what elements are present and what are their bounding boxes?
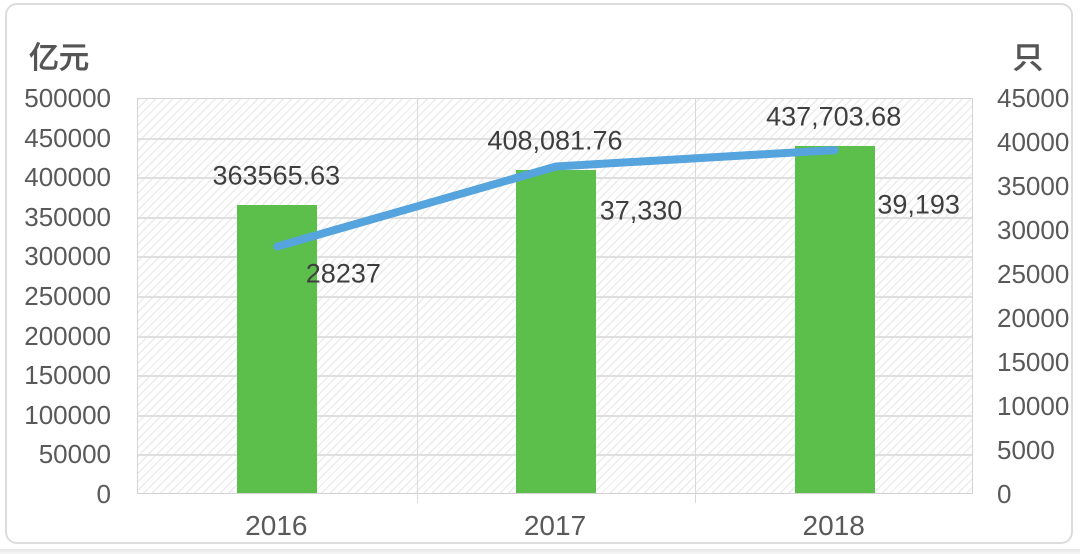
left-axis-tick-label: 500000	[24, 83, 111, 113]
line-data-label: 39,193	[877, 189, 960, 220]
x-axis-tick-label: 2016	[245, 510, 308, 541]
right-axis-tick-label: 20000	[997, 303, 1070, 333]
left-axis-tick-label: 350000	[24, 201, 111, 232]
right-axis-tick-label: 15000	[997, 347, 1070, 377]
left-axis-tick-label: 150000	[24, 360, 111, 391]
right-axis-tick-label: 10000	[997, 391, 1070, 421]
chart-card: 亿元 只 0 50000 100000 150000 200000 250000 30000…	[5, 3, 1073, 544]
line-data-label: 37,330	[599, 195, 683, 226]
bar-2016	[237, 205, 318, 493]
right-axis-tick-label: 25000	[997, 259, 1070, 289]
left-axis-title: 亿元	[29, 42, 89, 75]
right-axis-tick-label: 35000	[997, 171, 1070, 201]
bar-data-label: 437,703.68	[766, 101, 902, 132]
left-axis-tick-label: 0	[96, 479, 111, 509]
left-axis-tick-label: 300000	[24, 241, 111, 272]
page-bottom-edge	[0, 549, 1080, 554]
line-series	[273, 146, 839, 251]
category-separator	[695, 99, 697, 503]
right-axis-tick-label: 40000	[997, 127, 1070, 157]
left-axis-tick-label: 50000	[38, 439, 111, 470]
bar-data-label: 363565.63	[212, 160, 341, 191]
x-axis-tick-label: 2017	[523, 510, 587, 541]
category-separator	[416, 99, 418, 503]
grid-line	[138, 137, 972, 140]
left-axis-tick-label: 100000	[24, 399, 111, 430]
left-axis-tick-label: 400000	[24, 162, 111, 193]
bar-2017	[516, 169, 596, 493]
right-axis-tick-label: 5000	[997, 435, 1055, 465]
right-axis-tick-label: 30000	[997, 215, 1070, 245]
left-axis-tick-label: 200000	[24, 320, 111, 351]
bar-data-label: 408,081.76	[487, 125, 623, 156]
right-axis-tick-label: 45000	[997, 83, 1070, 113]
x-axis-tick-label: 2018	[802, 510, 865, 541]
left-axis-tick-label: 450000	[24, 122, 111, 153]
right-axis-title: 只	[1013, 42, 1043, 75]
bar-2018	[794, 146, 875, 493]
line-path	[273, 146, 839, 251]
left-axis-tick-label: 250000	[24, 281, 111, 311]
plot-area	[137, 98, 973, 503]
right-axis-tick-label: 0	[997, 479, 1012, 509]
line-data-label: 28237	[305, 258, 381, 288]
